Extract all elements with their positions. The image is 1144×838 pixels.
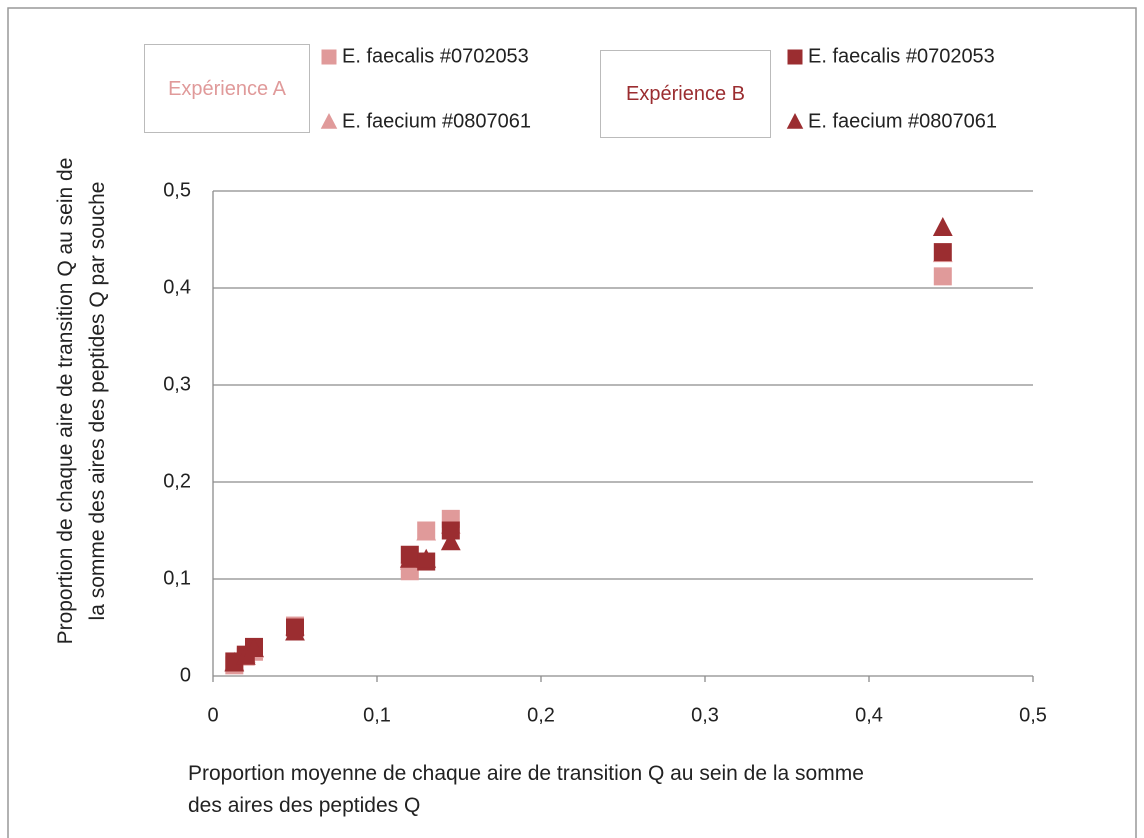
legend-label: E. faecium #0807061 <box>342 110 531 132</box>
marker <box>787 49 803 65</box>
marker <box>321 49 337 65</box>
x-tick-label: 0,1 <box>363 704 391 726</box>
marker <box>416 521 437 541</box>
x-tick-label: 0,5 <box>1019 704 1047 726</box>
marker <box>440 531 461 551</box>
marker <box>285 621 305 641</box>
marker <box>933 243 952 262</box>
x-tick-label: 0,3 <box>691 704 719 726</box>
marker <box>244 638 264 657</box>
y-tick-label: 0,3 <box>163 373 191 395</box>
marker <box>416 548 437 568</box>
x-tick-label: 0,2 <box>527 704 555 726</box>
y-tick-label: 0,4 <box>163 276 191 298</box>
legend-label: E. faecium #0807061 <box>808 110 997 132</box>
y-tick-label: 0,1 <box>163 567 191 589</box>
y-tick-label: 0,2 <box>163 470 191 492</box>
marker <box>786 113 804 129</box>
chart-frame <box>7 7 1137 838</box>
legend-label: E. faecalis #0702053 <box>342 45 529 67</box>
x-axis-label: Proportion moyenne de chaque aire de tra… <box>188 762 864 817</box>
x-tick-label: 0 <box>207 704 218 726</box>
marker <box>320 113 338 129</box>
y-tick-label: 0 <box>180 664 191 686</box>
y-tick-label: 0,5 <box>163 179 191 201</box>
marker <box>441 521 460 540</box>
legend-label: E. faecalis #0702053 <box>808 45 995 67</box>
legend-group-box: Expérience A <box>144 44 310 133</box>
marker <box>224 652 245 672</box>
x-tick-label: 0,4 <box>855 704 883 726</box>
legend-group-box: Expérience B <box>600 50 771 138</box>
marker <box>933 267 952 286</box>
marker <box>932 217 953 236</box>
marker <box>399 548 420 568</box>
y-axis-label: Proportion de chaque aire de transition … <box>54 157 109 645</box>
